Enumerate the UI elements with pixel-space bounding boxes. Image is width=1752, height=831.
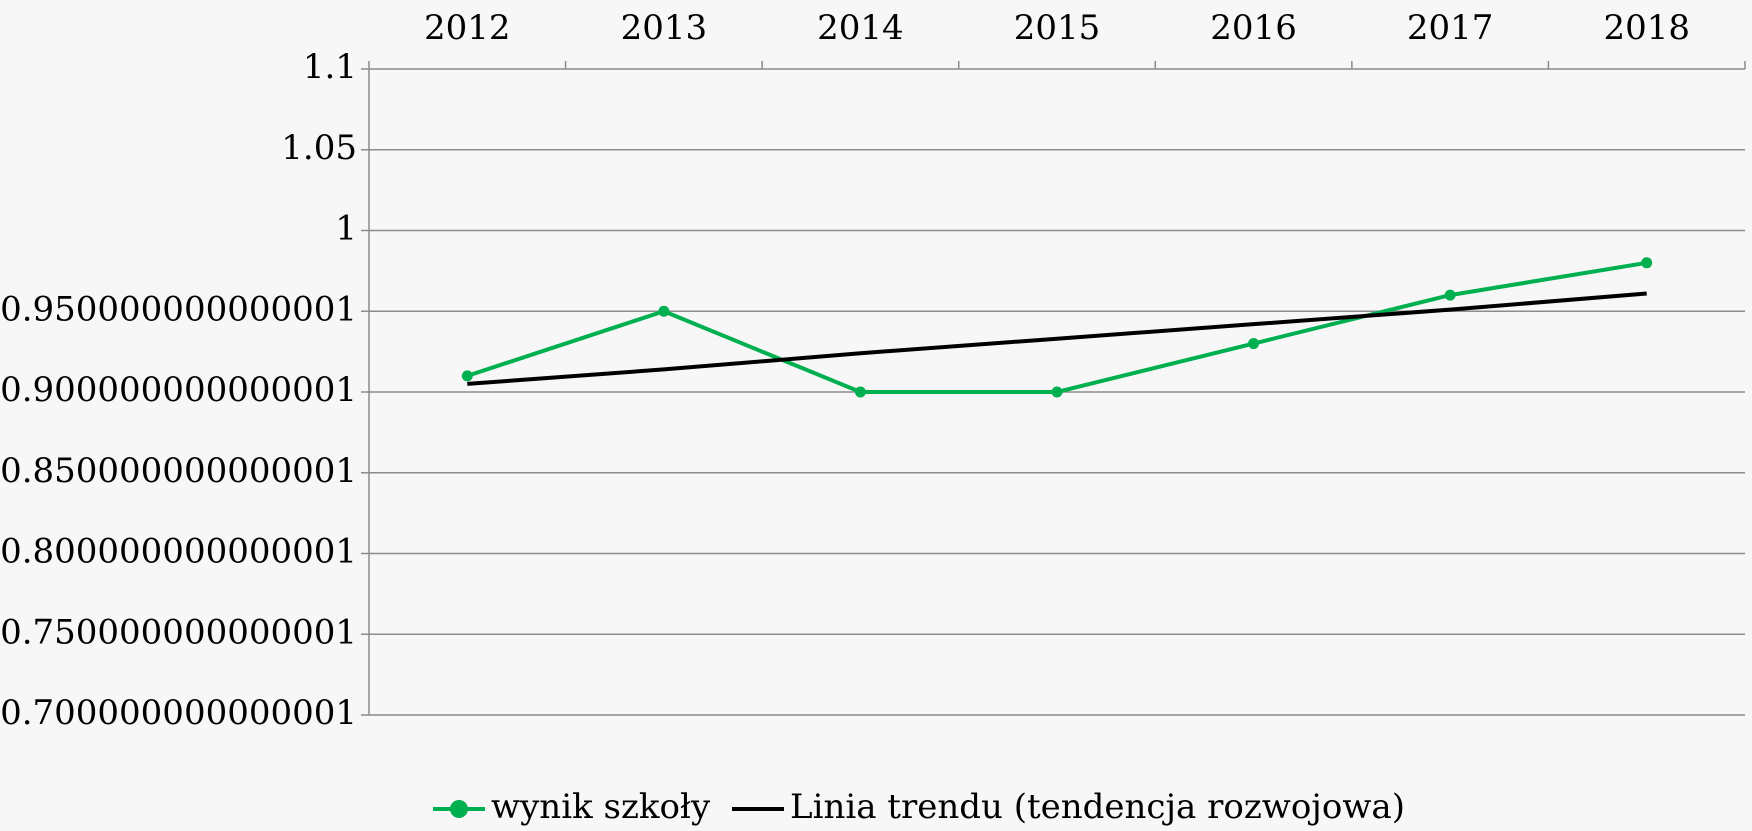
y-tick-label: 0.750000000000001 [0,612,357,652]
x-tick-label: 2016 [1210,8,1297,48]
y-tick-label: 1.05 [281,128,357,168]
legend-label: wynik szkoły [491,787,711,827]
y-tick-label: 0.800000000000001 [0,532,357,572]
point [658,305,670,317]
point [461,370,473,382]
series-line [467,291,1647,386]
x-tick-label: 2012 [424,8,511,48]
point [1444,289,1456,301]
x-tick-label: 2018 [1603,8,1690,48]
y-tick-label: 0.950000000000001 [0,289,357,329]
point [1641,257,1653,269]
point [1248,338,1260,350]
y-tick-label: 0.850000000000001 [0,451,357,491]
point [1051,386,1063,398]
x-tick-label: 2013 [621,8,708,48]
legend-marker [450,800,468,818]
x-tick-label: 2017 [1407,8,1494,48]
x-tick-label: 2014 [817,8,904,48]
y-tick-label: 0.900000000000001 [0,370,357,410]
y-tick-label: 0.700000000000001 [0,693,357,733]
y-tick-label: 1.1 [303,47,357,87]
y-tick-label: 1 [335,209,357,249]
point [854,386,866,398]
x-tick-label: 2015 [1014,8,1101,48]
legend-label: Linia trendu (tendencja rozwojowa) [790,787,1405,827]
